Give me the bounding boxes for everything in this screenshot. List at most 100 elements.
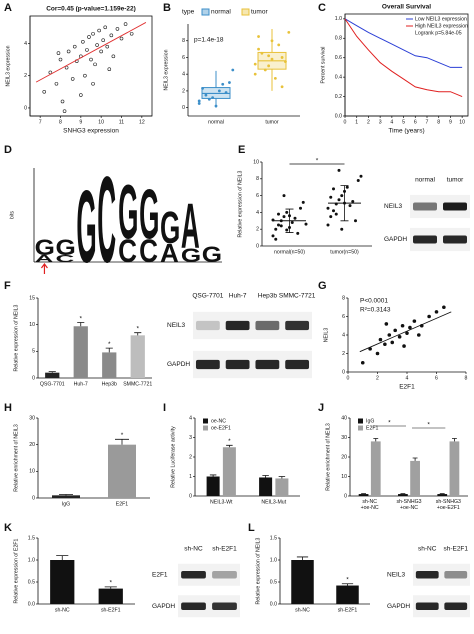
point — [58, 57, 63, 62]
blot-band — [195, 359, 220, 370]
y-tick-label: 1.5 — [270, 535, 277, 541]
blot-strip — [413, 595, 470, 618]
point — [99, 49, 103, 54]
x-tick-label: 4 — [406, 375, 409, 381]
point — [384, 322, 389, 326]
point — [334, 212, 338, 216]
x-tick-label: 12 — [139, 119, 145, 125]
text-line: +oe-NC — [361, 505, 379, 511]
blot-row-label: GAPDH — [384, 236, 407, 243]
y-tick-label: 4 — [189, 415, 192, 421]
y-tick-label: 0 — [24, 105, 27, 111]
significance: * — [121, 432, 124, 439]
blot-band — [225, 320, 250, 331]
blot-strip — [413, 563, 470, 586]
y-tick-label: 3 — [189, 435, 192, 441]
blot-band — [212, 602, 237, 611]
bar — [410, 460, 420, 496]
blot-band — [181, 602, 206, 611]
point — [85, 48, 89, 52]
logo-letter: C — [97, 151, 116, 288]
blot-column-label: sh-E2F1 — [212, 546, 237, 553]
point — [89, 57, 93, 62]
x-tick-label: sh-SNHG3 +oe-E2F1 — [436, 499, 461, 511]
y-tick-label: 1.0 — [335, 16, 342, 22]
bar — [398, 494, 408, 496]
error-bar — [412, 457, 418, 461]
significance: * — [79, 315, 82, 322]
point — [412, 319, 417, 323]
y-axis-title: NEIL3 expression — [163, 49, 169, 90]
y-tick-label: 40 — [341, 415, 347, 421]
blot-band — [413, 235, 437, 244]
blot-strip — [410, 194, 470, 219]
error-bar — [296, 556, 309, 560]
significance: * — [228, 438, 231, 445]
y-tick-label: 0 — [342, 369, 345, 375]
point — [267, 54, 271, 58]
point — [231, 68, 235, 72]
error-bar — [341, 583, 354, 586]
x-tick-label: sh-SNHG3 +oe-NC — [396, 499, 421, 511]
point — [427, 314, 431, 319]
point — [416, 333, 421, 337]
error-bar — [226, 444, 233, 448]
y-tick-label: 1 — [189, 474, 192, 480]
panel-label: A — [4, 2, 12, 14]
point — [293, 216, 297, 220]
blot-column-label: normal — [415, 177, 435, 184]
fit-line — [35, 22, 147, 83]
blot-column-label: QSG-7701 — [192, 293, 223, 300]
legend-label: normal — [211, 9, 231, 16]
x-tick-label: sh-E2F1 — [101, 607, 121, 613]
blot-band — [285, 320, 310, 331]
blot-row-label: NEIL3 — [384, 203, 402, 210]
y-tick-label: 0 — [189, 493, 192, 499]
blot-row-label: NEIL3 — [387, 571, 405, 578]
point — [279, 224, 283, 228]
y-tick-label: 0 — [32, 375, 35, 381]
blot-band — [444, 602, 468, 611]
error-bar — [134, 332, 142, 336]
y-axis-title: Relative enrichment of NEIL3 — [325, 423, 331, 491]
point — [434, 310, 439, 314]
point — [270, 39, 274, 43]
panel-label: H — [4, 402, 12, 414]
y-tick-label: 1.0 — [28, 557, 35, 563]
bar — [358, 494, 369, 496]
point — [60, 99, 65, 104]
x-tick-label: 3 — [379, 119, 382, 125]
y-tick-label: 30 — [29, 415, 35, 421]
blot-row-label: GAPDH — [167, 361, 190, 368]
point — [337, 168, 341, 172]
fit-line — [359, 311, 452, 353]
arrow — [40, 263, 48, 274]
point — [111, 54, 116, 59]
point — [277, 223, 280, 227]
point — [329, 215, 333, 219]
blot-column-label: sh-NC — [184, 546, 203, 553]
point — [253, 62, 257, 66]
panel-label: I — [163, 402, 166, 414]
blot-strip — [178, 595, 240, 618]
panel-label: L — [248, 522, 255, 534]
x-tick-label: sh-NC — [295, 607, 310, 613]
y-tick-label: 20 — [341, 454, 347, 460]
point — [285, 228, 289, 232]
point — [107, 67, 112, 72]
logo-letter: G — [202, 243, 222, 268]
text-line: +oe-E2F1 — [437, 505, 460, 511]
point — [359, 174, 363, 178]
logo-letter: C — [139, 233, 158, 269]
annotation: P<0.0001 — [360, 298, 388, 305]
x-tick-label: 11 — [119, 119, 124, 125]
y-tick-label: 10 — [29, 469, 35, 475]
x-tick-label: 5 — [402, 119, 405, 125]
y-tick-label: 0 — [182, 105, 185, 111]
blot-band — [415, 602, 439, 611]
legend-swatch — [241, 8, 250, 16]
point — [267, 64, 271, 68]
legend-label: tumor — [251, 9, 268, 16]
legend-title: type — [182, 9, 195, 16]
x-tick-label: normal(n=50) — [274, 249, 305, 255]
